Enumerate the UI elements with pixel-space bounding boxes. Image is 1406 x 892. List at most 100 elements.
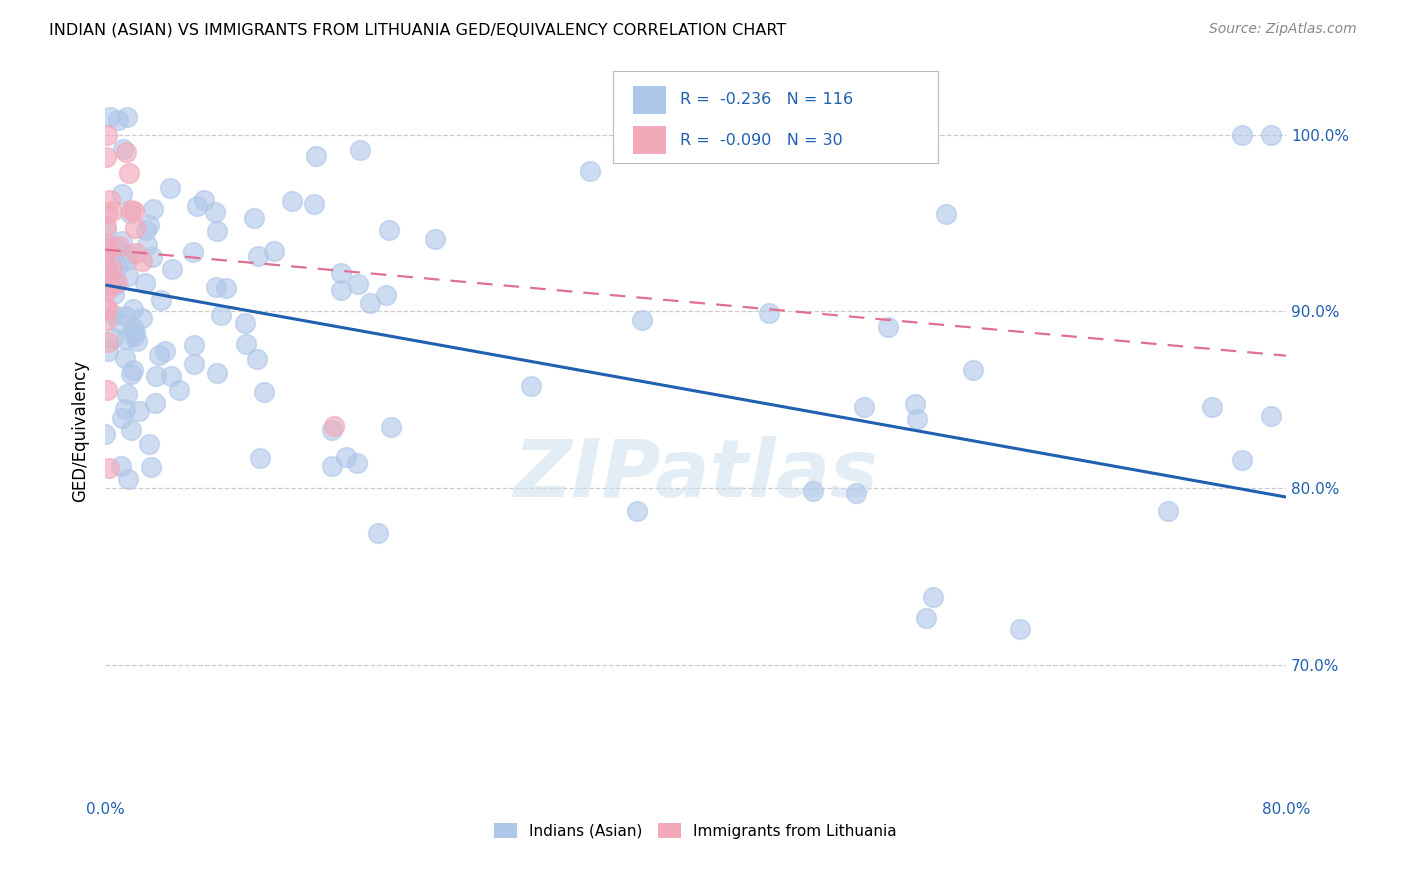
Point — [155, 344, 177, 359]
Point — [97, 335, 120, 350]
Point — [98, 461, 121, 475]
Point — [359, 296, 381, 310]
Point — [120, 206, 142, 220]
Point — [96, 241, 118, 255]
Text: Source: ZipAtlas.com: Source: ZipAtlas.com — [1209, 22, 1357, 37]
Text: ZIPatlas: ZIPatlas — [513, 436, 879, 514]
Point — [142, 202, 165, 216]
Point — [94, 313, 117, 327]
Point — [114, 332, 136, 346]
Point — [103, 308, 125, 322]
Point — [136, 238, 159, 252]
Point — [134, 277, 156, 291]
Point — [281, 194, 304, 209]
Point — [321, 423, 343, 437]
Point — [107, 238, 129, 252]
Point — [1260, 409, 1282, 423]
Point — [104, 277, 127, 292]
Point — [242, 211, 264, 226]
Point — [103, 286, 125, 301]
Point — [1008, 623, 1031, 637]
Point — [117, 386, 139, 401]
Point — [114, 309, 136, 323]
Point — [349, 143, 371, 157]
Point — [125, 334, 148, 349]
Point — [150, 293, 173, 308]
Point — [122, 329, 145, 343]
Point — [121, 202, 143, 217]
Point — [97, 263, 120, 277]
Point — [96, 128, 118, 142]
Point — [876, 319, 898, 334]
Point — [117, 252, 139, 267]
Point — [110, 458, 132, 473]
Point — [167, 383, 190, 397]
Point — [204, 205, 226, 219]
Point — [915, 611, 938, 625]
Point — [107, 113, 129, 128]
Point — [347, 277, 370, 292]
Point — [160, 369, 183, 384]
Point — [845, 485, 868, 500]
Point — [96, 383, 118, 397]
Point — [1230, 453, 1253, 467]
Point — [921, 590, 943, 604]
Point — [111, 143, 134, 157]
Point — [122, 204, 145, 219]
Point — [305, 149, 328, 163]
Point — [117, 269, 139, 284]
Point — [374, 288, 396, 302]
Point — [758, 306, 780, 320]
Point — [94, 301, 117, 316]
Text: R =  -0.236   N = 116: R = -0.236 N = 116 — [681, 93, 853, 108]
Point — [425, 232, 447, 246]
Point — [962, 362, 984, 376]
Point — [139, 460, 162, 475]
Point — [94, 262, 117, 277]
Point — [117, 472, 139, 486]
Point — [335, 450, 357, 464]
FancyBboxPatch shape — [633, 127, 666, 154]
Point — [105, 275, 128, 289]
Point — [97, 277, 120, 292]
Point — [96, 219, 118, 233]
Point — [111, 411, 134, 425]
Point — [118, 247, 141, 261]
Point — [121, 321, 143, 335]
Point — [302, 197, 325, 211]
Point — [377, 223, 399, 237]
Point — [330, 283, 353, 297]
Point — [162, 262, 184, 277]
Point — [233, 316, 256, 330]
Point — [215, 281, 238, 295]
Point — [101, 331, 124, 345]
Point — [96, 284, 118, 298]
Point — [135, 223, 157, 237]
Text: INDIAN (ASIAN) VS IMMIGRANTS FROM LITHUANIA GED/EQUIVALENCY CORRELATION CHART: INDIAN (ASIAN) VS IMMIGRANTS FROM LITHUA… — [49, 22, 786, 37]
Text: R =  -0.090   N = 30: R = -0.090 N = 30 — [681, 133, 844, 148]
Point — [121, 363, 143, 377]
Point — [120, 367, 142, 381]
Point — [1260, 128, 1282, 142]
Point — [181, 245, 204, 260]
Point — [329, 266, 352, 280]
Point — [94, 427, 117, 442]
Point — [100, 110, 122, 124]
Point — [111, 187, 134, 202]
Point — [131, 254, 153, 268]
Point — [801, 483, 824, 498]
Point — [101, 261, 124, 276]
Point — [235, 336, 257, 351]
Point — [108, 316, 131, 330]
Point — [1157, 504, 1180, 518]
Point — [263, 244, 285, 258]
Y-axis label: GED/Equivalency: GED/Equivalency — [72, 359, 89, 502]
Point — [120, 423, 142, 437]
Point — [138, 437, 160, 451]
Point — [124, 325, 146, 339]
Point — [323, 419, 346, 434]
Point — [367, 526, 389, 541]
Point — [94, 223, 117, 237]
FancyBboxPatch shape — [633, 86, 666, 114]
Point — [94, 278, 117, 293]
